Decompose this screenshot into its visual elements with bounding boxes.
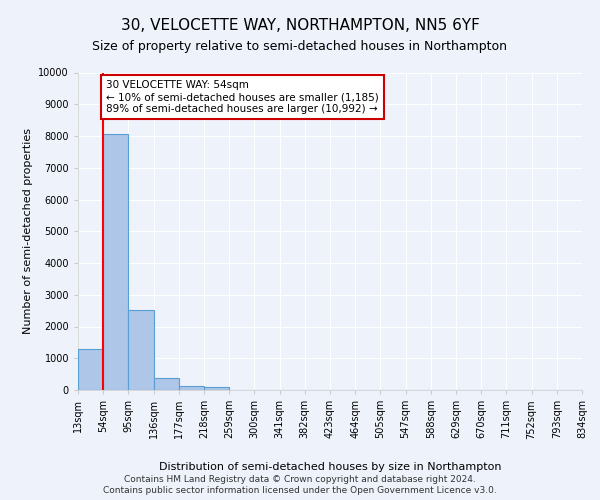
Bar xyxy=(204,386,229,390)
Text: 30 VELOCETTE WAY: 54sqm
← 10% of semi-detached houses are smaller (1,185)
89% of: 30 VELOCETTE WAY: 54sqm ← 10% of semi-de… xyxy=(106,80,379,114)
Text: Contains public sector information licensed under the Open Government Licence v3: Contains public sector information licen… xyxy=(103,486,497,495)
Bar xyxy=(154,378,179,390)
Text: Distribution of semi-detached houses by size in Northampton: Distribution of semi-detached houses by … xyxy=(159,462,501,472)
Bar xyxy=(128,310,154,390)
Bar xyxy=(103,134,128,390)
Text: Contains HM Land Registry data © Crown copyright and database right 2024.: Contains HM Land Registry data © Crown c… xyxy=(124,475,476,484)
Y-axis label: Number of semi-detached properties: Number of semi-detached properties xyxy=(23,128,33,334)
Text: Size of property relative to semi-detached houses in Northampton: Size of property relative to semi-detach… xyxy=(92,40,508,53)
Bar xyxy=(179,386,204,390)
Text: 30, VELOCETTE WAY, NORTHAMPTON, NN5 6YF: 30, VELOCETTE WAY, NORTHAMPTON, NN5 6YF xyxy=(121,18,479,32)
Bar xyxy=(78,348,103,390)
